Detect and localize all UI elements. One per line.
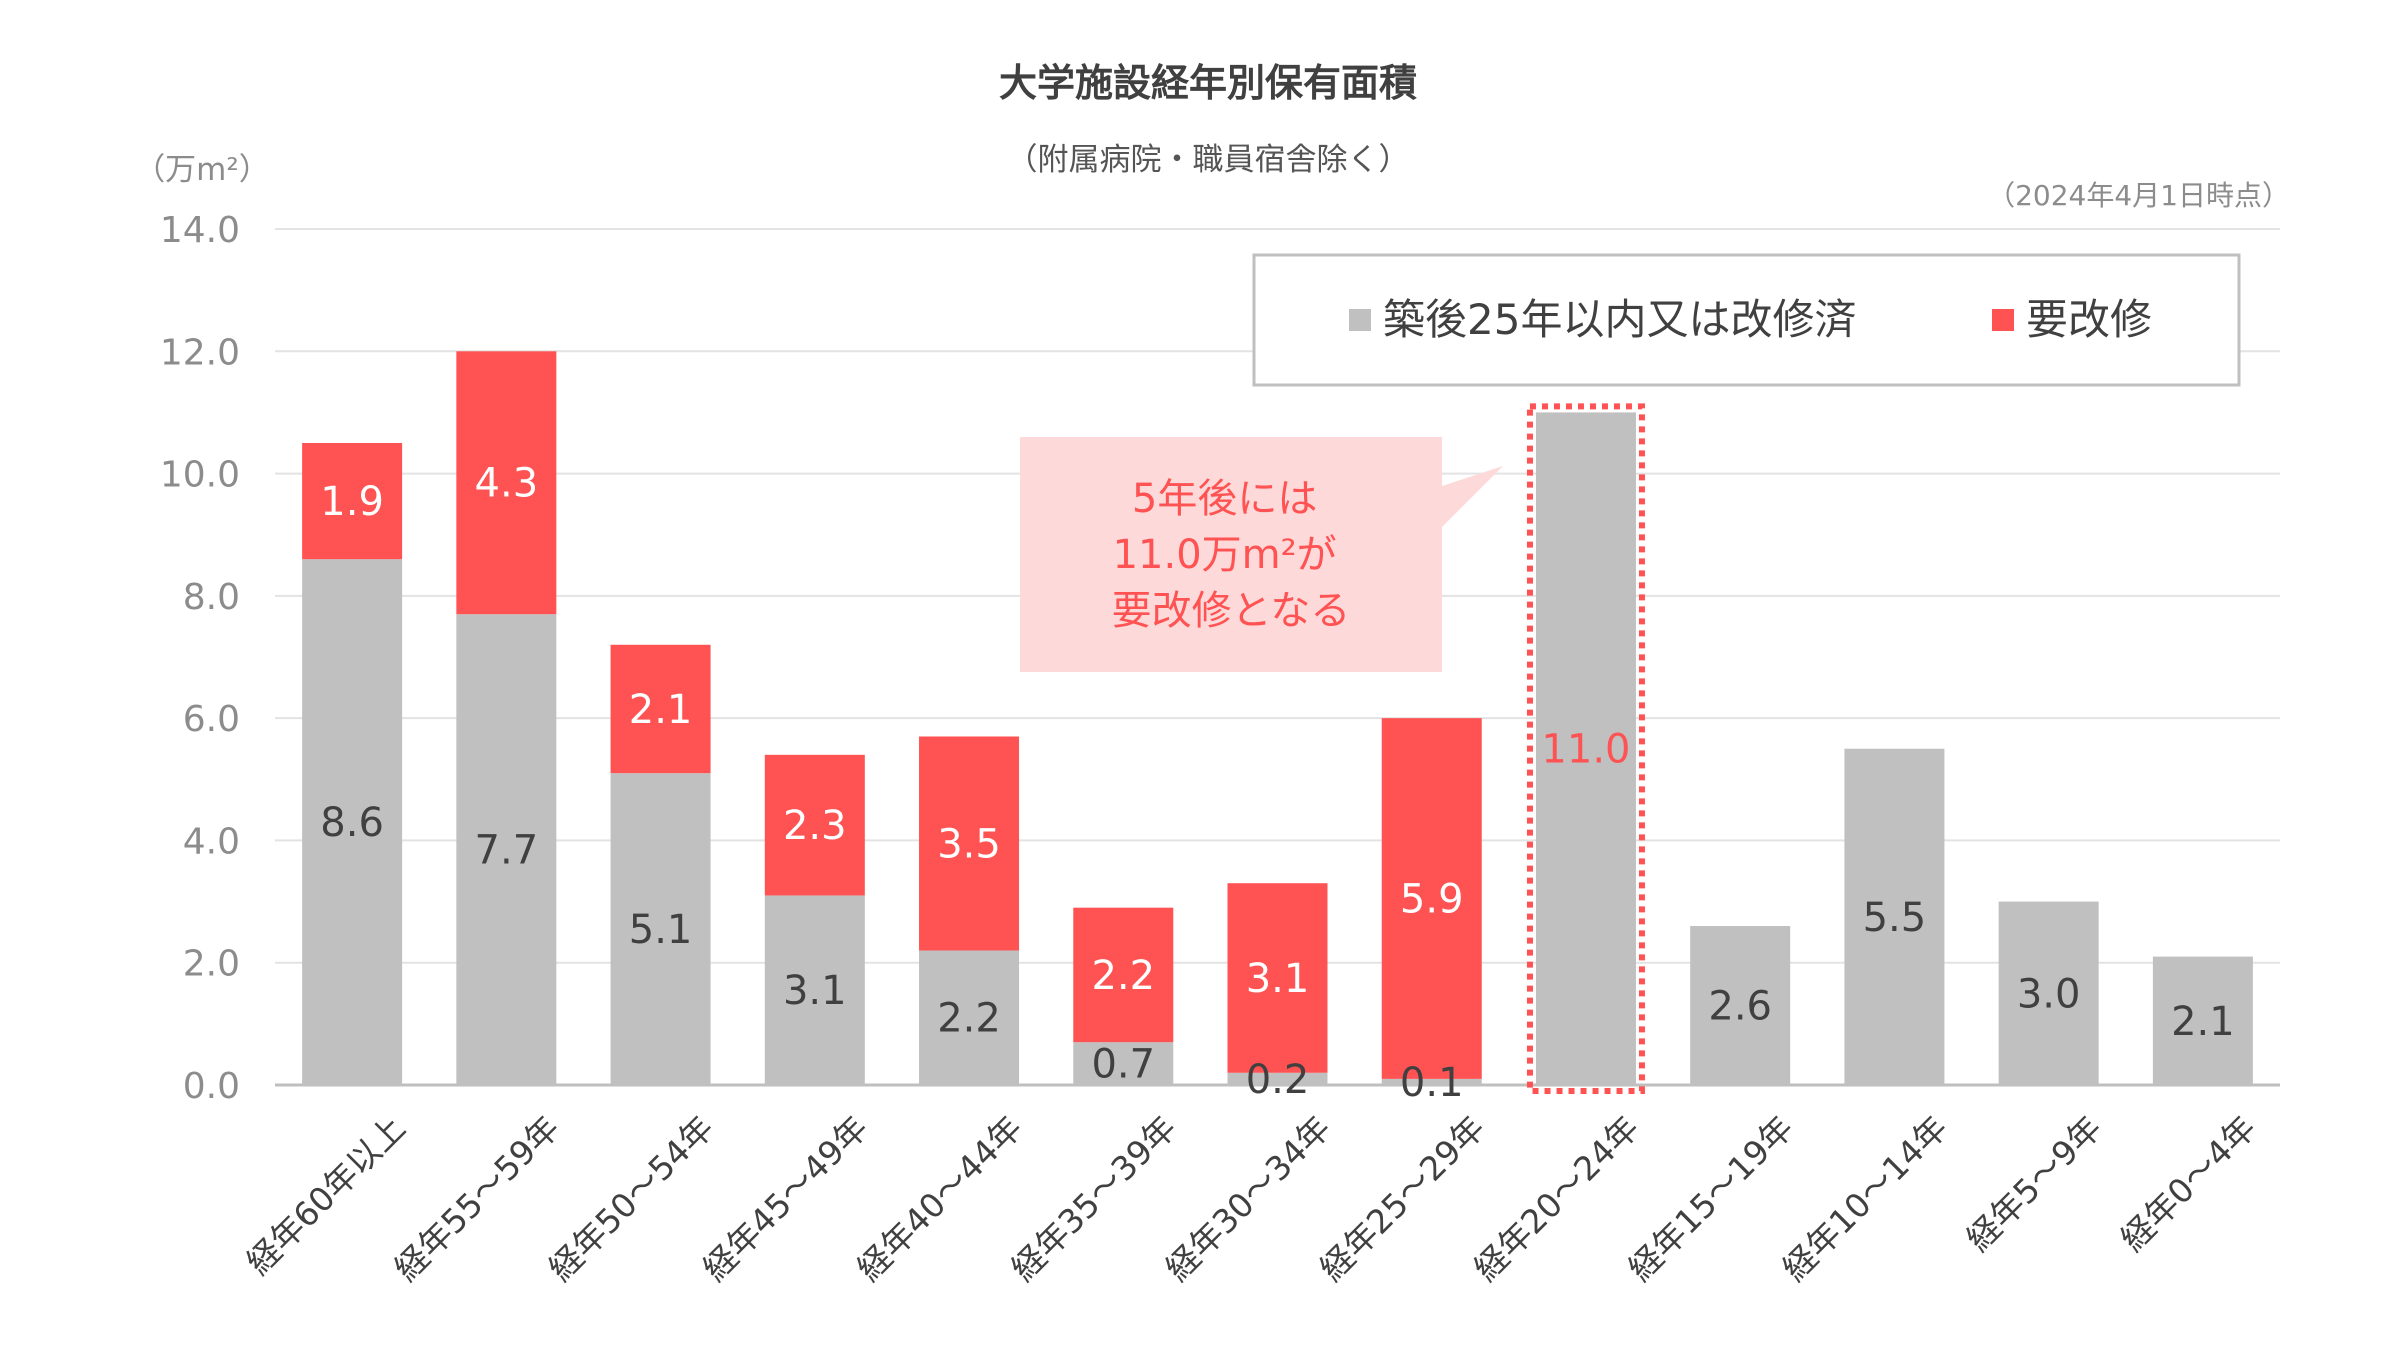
bar-segment-kept <box>302 559 403 1085</box>
bar-segment-needs-renovation <box>1381 718 1482 1079</box>
bar-segment-kept <box>1535 412 1636 1085</box>
data-label-kept: 8.6 <box>320 800 384 846</box>
legend-swatch-kept <box>1349 309 1371 331</box>
x-tick-label: 経年40～44年 <box>849 1108 1029 1288</box>
bar-segment-kept <box>1998 901 2099 1085</box>
bar-segment-needs-renovation <box>610 644 711 774</box>
bar-segment-kept <box>1844 748 1945 1085</box>
data-label-kept: 5.1 <box>629 907 693 953</box>
bar-segment-kept <box>456 614 557 1085</box>
as-of-date: （2024年4月1日時点） <box>1987 179 2290 212</box>
bar-segment-kept <box>919 950 1020 1085</box>
chart-title: 大学施設経年別保有面積 <box>999 61 1417 105</box>
highlight-outline <box>1526 403 1645 1094</box>
data-label-kept: 7.7 <box>475 828 539 874</box>
x-tick-label: 経年20～24年 <box>1466 1108 1646 1288</box>
bar-segment-kept <box>1381 1078 1482 1085</box>
bar-segment-kept <box>1227 1072 1328 1085</box>
bars <box>302 351 2253 1094</box>
chart-subtitle: （附属病院・職員宿舎除く） <box>1007 142 1410 178</box>
data-label-kept: 2.6 <box>1708 984 1772 1030</box>
legend-label-needs-renovation: 要改修 <box>2026 295 2152 344</box>
x-tick-label: 経年10～14年 <box>1775 1108 1955 1288</box>
bar-segment-kept <box>610 773 711 1085</box>
x-tick-label: 経年25～29年 <box>1312 1108 1492 1288</box>
data-label-needs-renovation: 2.2 <box>1091 953 1155 999</box>
y-tick-label: 12.0 <box>160 332 240 373</box>
x-tick-label: 経年35～39年 <box>1004 1108 1184 1288</box>
callout-bubble <box>1020 437 1503 672</box>
data-label-kept: 2.1 <box>2171 999 2235 1045</box>
data-label-kept: 5.5 <box>1863 895 1927 941</box>
data-label-kept: 3.0 <box>2017 971 2081 1017</box>
y-tick-label: 0.0 <box>183 1066 240 1107</box>
bar-segment-kept <box>2152 956 2253 1085</box>
bar-segment-kept <box>1690 926 1791 1085</box>
x-axis-labels: 経年60年以上経年55～59年経年50～54年経年45～49年経年40～44年経… <box>239 1108 2264 1288</box>
data-label-kept: 0.1 <box>1400 1060 1464 1106</box>
x-tick-label: 経年45～49年 <box>695 1108 875 1288</box>
data-label-kept: 0.7 <box>1091 1042 1155 1088</box>
data-label-highlight: 11.0 <box>1541 727 1630 773</box>
bar-segment-needs-renovation <box>456 351 557 615</box>
y-tick-label: 4.0 <box>183 821 240 862</box>
data-label-needs-renovation: 5.9 <box>1400 877 1464 923</box>
data-label-kept: 0.2 <box>1246 1057 1310 1103</box>
data-label-kept: 2.2 <box>937 996 1001 1042</box>
bar-segment-needs-renovation <box>1073 907 1174 1043</box>
x-tick-label: 経年30～34年 <box>1158 1108 1338 1288</box>
x-tick-label: 経年15～19年 <box>1621 1108 1801 1288</box>
data-label-needs-renovation: 3.1 <box>1246 956 1310 1002</box>
x-tick-label: 経年60年以上 <box>239 1108 413 1282</box>
y-tick-label: 6.0 <box>183 699 240 740</box>
x-tick-label: 経年55～59年 <box>387 1108 567 1288</box>
bar-segment-needs-renovation <box>919 736 1020 951</box>
bar-segment-needs-renovation <box>302 443 403 560</box>
bar-segment-needs-renovation <box>1227 883 1328 1073</box>
data-label-kept: 3.1 <box>783 968 847 1014</box>
data-labels: 8.6 1.9 7.7 4.3 5.1 2.1 3.1 2.3 2.2 3.5 0.7 2.2 0.2 3… <box>320 461 2234 1106</box>
legend-swatch-needs-renovation <box>1992 309 2014 331</box>
y-axis-unit-label: （万m²） <box>134 152 270 188</box>
y-tick-label: 14.0 <box>160 210 240 251</box>
x-tick-label: 経年0～4年 <box>2113 1108 2264 1259</box>
legend-label-kept: 築後25年以内又は改修済 <box>1383 295 1856 344</box>
bar-segment-kept <box>764 895 865 1085</box>
callout-text: 5年後には 11.0万m²が 要改修となる <box>1112 476 1351 634</box>
legend: 築後25年以内又は改修済 要改修 <box>1252 253 2241 387</box>
x-tick-label: 経年50～54年 <box>541 1108 721 1288</box>
data-label-needs-renovation: 3.5 <box>937 821 1001 867</box>
data-label-needs-renovation: 2.3 <box>783 803 847 849</box>
callout: 5年後には 11.0万m²が 要改修となる <box>1020 437 1503 672</box>
data-label-needs-renovation: 4.3 <box>475 461 539 507</box>
data-label-needs-renovation: 2.1 <box>629 687 693 733</box>
bar-segment-kept <box>1073 1042 1174 1085</box>
x-tick-label: 経年5～9年 <box>1959 1108 2110 1259</box>
y-tick-label: 10.0 <box>160 455 240 496</box>
data-label-needs-renovation: 1.9 <box>320 479 384 525</box>
bar-segment-needs-renovation <box>764 754 865 896</box>
legend-frame <box>1252 253 2241 387</box>
y-axis-ticks: 0.0 2.0 4.0 6.0 8.0 10.0 12.0 14.0 <box>160 210 240 1107</box>
y-tick-label: 8.0 <box>183 577 240 618</box>
y-tick-label: 2.0 <box>183 944 240 985</box>
